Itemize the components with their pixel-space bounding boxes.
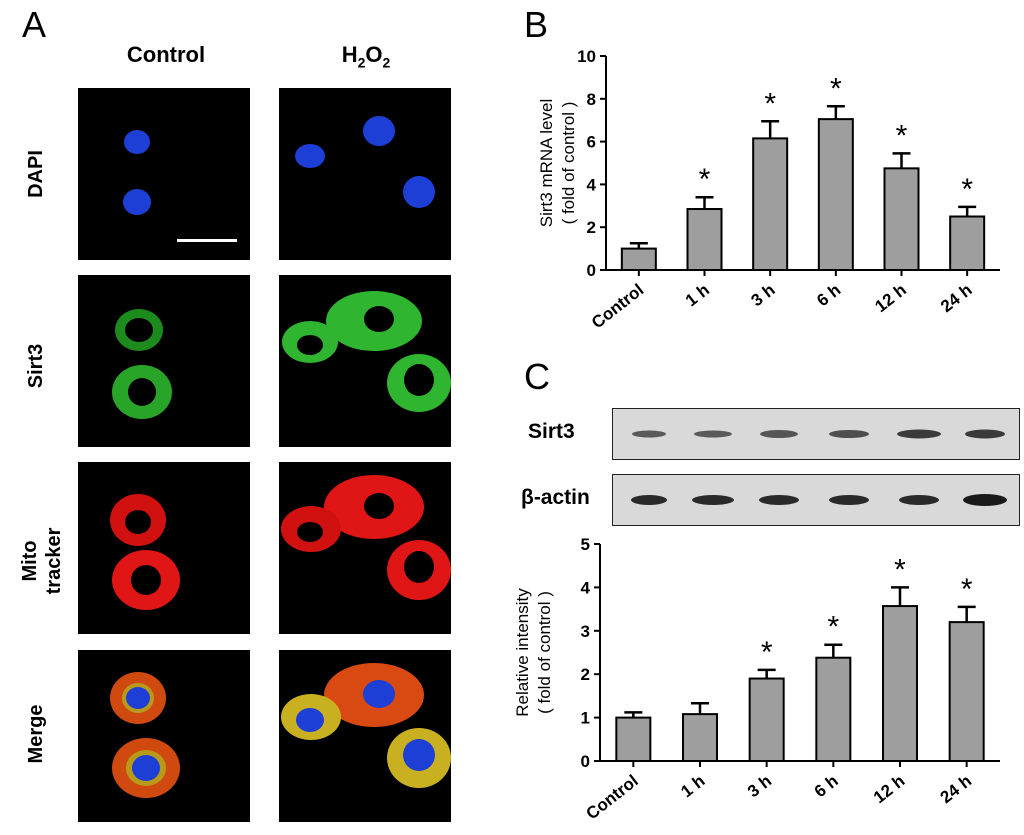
bar [949, 215, 986, 271]
y-tick-label: 4 [581, 578, 591, 597]
y-axis-label: ( fold of control ) [535, 591, 554, 714]
panel-a-letter: A [22, 4, 47, 45]
x-tick-label: Control [588, 280, 647, 332]
y-tick-label: 0 [587, 261, 596, 280]
bar [615, 716, 652, 763]
bar [948, 621, 985, 763]
bar [882, 605, 918, 762]
micrograph-mito-h2o2 [279, 462, 451, 634]
significance-star: * [961, 573, 973, 606]
x-tick-label: 24 h [937, 280, 976, 316]
western-blot-beta-actin [612, 474, 1020, 526]
y-tick-label: 8 [587, 90, 596, 109]
micrograph-sirt3-control [78, 275, 250, 447]
micrograph-merge-h2o2 [279, 650, 451, 822]
x-tick-label: 24 h [937, 771, 976, 807]
chart-c: 0 1 2 3 4 5 Relative intensity( fold of contro… [500, 530, 1020, 830]
y-axis-label: Sirt3 mRNA level [537, 99, 556, 227]
chart-b-svg: 0 2 4 6 8 10 Sirt3 mRNA level( fold of control… [537, 47, 1000, 332]
significance-star: * [830, 72, 842, 105]
blot-label-sirt3: Sirt3 [528, 420, 575, 443]
micrograph-merge-control [78, 650, 250, 822]
bar [686, 208, 723, 271]
significance-star: * [827, 611, 839, 644]
blot-label-beta-actin: β-actin [521, 486, 590, 509]
y-tick-label: 3 [581, 622, 590, 641]
significance-star: * [764, 87, 776, 120]
bar [620, 247, 657, 272]
y-axis-label: ( fold of control ) [559, 102, 578, 225]
bar [682, 713, 718, 763]
significance-star: * [961, 173, 973, 206]
x-tick-label: 6 h [811, 771, 842, 801]
micrograph-sirt3-h2o2 [279, 275, 451, 447]
row-label-merge: Merge [25, 704, 47, 764]
bar [752, 137, 789, 271]
panel-c-letter: C [524, 356, 550, 397]
x-tick-label: 12 h [871, 280, 910, 316]
bar [883, 167, 920, 272]
y-tick-label: 2 [587, 218, 596, 237]
y-tick-label: 1 [581, 709, 590, 728]
x-tick-label: 3 h [748, 280, 779, 310]
chart-b: 0 2 4 6 8 10 Sirt3 mRNA level( fold of control… [500, 40, 1020, 360]
row-label-mito-tracker: Mito tracker [19, 527, 65, 595]
panel-b-letter: B [524, 4, 549, 45]
column-header-control: Control [126, 42, 206, 67]
chart-c-svg: 0 1 2 3 4 5 Relative intensity( fold of contro… [513, 535, 1000, 823]
y-tick-label: 2 [581, 665, 590, 684]
bar [817, 118, 854, 271]
row-label-dapi: DAPI [25, 150, 47, 198]
x-tick-label: 1 h [682, 280, 713, 310]
bar [815, 656, 852, 762]
micrograph-dapi-h2o2 [279, 88, 451, 260]
significance-star: * [761, 636, 773, 669]
western-blot-sirt3 [612, 408, 1020, 460]
y-axis-label: Relative intensity [513, 588, 532, 717]
x-tick-label: 6 h [813, 280, 844, 310]
significance-star: * [894, 553, 906, 586]
significance-star: * [699, 163, 711, 196]
y-tick-label: 0 [581, 752, 590, 771]
x-tick-label: 1 h [677, 771, 708, 801]
y-tick-label: 10 [577, 47, 596, 66]
x-tick-label: 12 h [870, 771, 909, 807]
significance-star: * [896, 119, 908, 152]
y-tick-label: 5 [581, 535, 590, 554]
micrograph-mito-control [78, 462, 250, 634]
y-tick-label: 4 [587, 175, 597, 194]
column-header-h2o2: H2O2 [341, 42, 391, 71]
x-tick-label: Control [582, 771, 641, 823]
bar [748, 677, 785, 762]
y-tick-label: 6 [587, 133, 596, 152]
micrograph-dapi-control [78, 88, 250, 260]
x-tick-label: 3 h [744, 771, 775, 801]
row-label-sirt3: Sirt3 [25, 343, 47, 389]
scale-bar [177, 239, 237, 242]
